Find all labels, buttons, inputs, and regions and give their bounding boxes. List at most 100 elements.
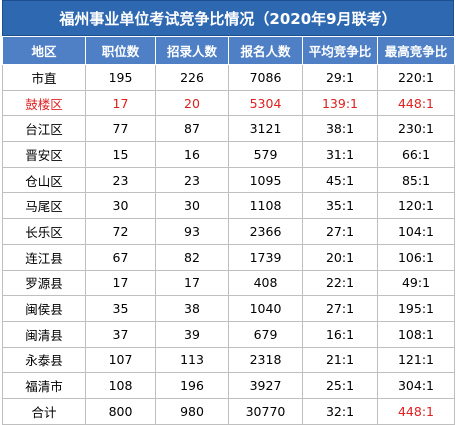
cell-region: 市直 <box>2 64 86 91</box>
cell-positions: 77 <box>85 115 156 143</box>
cell-max-ratio: 304:1 <box>377 372 455 399</box>
cell-positions: 17 <box>85 269 156 297</box>
table-row: 连江县 67 82 1739 20:1 106:1 <box>2 243 455 271</box>
cell-region: 仓山区 <box>2 166 86 194</box>
cell-max-ratio: 448:1 <box>377 397 455 425</box>
cell-avg-ratio: 35:1 <box>302 192 378 220</box>
cell-max-ratio: 104:1 <box>377 218 455 245</box>
cell-hires: 30 <box>155 192 229 220</box>
cell-positions: 23 <box>85 166 156 194</box>
cell-avg-ratio: 27:1 <box>302 295 378 322</box>
table-row: 市直 195 226 7086 29:1 220:1 <box>2 64 455 91</box>
cell-region: 晋安区 <box>2 141 86 168</box>
cell-max-ratio: 120:1 <box>377 192 455 220</box>
table-title: 福州事业单位考试竞争比情况（2020年9月联考） <box>2 0 454 36</box>
cell-region: 闽侯县 <box>2 295 86 322</box>
col-header-hires: 招录人数 <box>155 36 229 65</box>
cell-positions: 800 <box>85 397 156 425</box>
col-header-region: 地区 <box>2 36 86 65</box>
table-row: 永泰县 107 113 2318 21:1 121:1 <box>2 346 455 374</box>
col-header-avg-ratio: 平均竞争比 <box>302 36 378 65</box>
cell-positions: 35 <box>85 295 156 322</box>
col-header-max-ratio: 最高竞争比 <box>377 36 455 65</box>
cell-hires: 17 <box>155 269 229 297</box>
cell-region: 鼓楼区 <box>2 89 86 117</box>
cell-applicants: 3121 <box>228 115 303 143</box>
cell-positions: 17 <box>85 89 156 117</box>
table-row: 台江区 77 87 3121 38:1 230:1 <box>2 115 455 143</box>
table-row: 闽清县 37 39 679 16:1 108:1 <box>2 320 455 348</box>
cell-applicants: 1739 <box>228 243 303 271</box>
cell-region: 福清市 <box>2 372 86 399</box>
cell-max-ratio: 220:1 <box>377 64 455 91</box>
cell-applicants: 1040 <box>228 295 303 322</box>
cell-avg-ratio: 27:1 <box>302 218 378 245</box>
cell-applicants: 579 <box>228 141 303 168</box>
cell-applicants: 1108 <box>228 192 303 220</box>
cell-region: 马尾区 <box>2 192 86 220</box>
table-row: 仓山区 23 23 1095 45:1 85:1 <box>2 166 455 194</box>
table-row: 长乐区 72 93 2366 27:1 104:1 <box>2 218 455 245</box>
cell-positions: 67 <box>85 243 156 271</box>
cell-region: 台江区 <box>2 115 86 143</box>
cell-max-ratio: 49:1 <box>377 269 455 297</box>
total-row: 合计 800 980 30770 32:1 448:1 <box>2 397 455 425</box>
table-row: 福清市 108 196 3927 25:1 304:1 <box>2 372 455 399</box>
cell-avg-ratio: 139:1 <box>302 89 378 117</box>
cell-applicants: 679 <box>228 320 303 348</box>
cell-avg-ratio: 45:1 <box>302 166 378 194</box>
cell-applicants: 7086 <box>228 64 303 91</box>
cell-region: 罗源县 <box>2 269 86 297</box>
cell-hires: 196 <box>155 372 229 399</box>
cell-avg-ratio: 22:1 <box>302 269 378 297</box>
cell-avg-ratio: 20:1 <box>302 243 378 271</box>
cell-max-ratio: 121:1 <box>377 346 455 374</box>
cell-positions: 195 <box>85 64 156 91</box>
cell-applicants: 30770 <box>228 397 303 425</box>
cell-max-ratio: 448:1 <box>377 89 455 117</box>
cell-avg-ratio: 29:1 <box>302 64 378 91</box>
cell-hires: 20 <box>155 89 229 117</box>
col-header-positions: 职位数 <box>85 36 156 65</box>
cell-region: 合计 <box>2 397 86 425</box>
cell-hires: 82 <box>155 243 229 271</box>
cell-max-ratio: 66:1 <box>377 141 455 168</box>
cell-region: 闽清县 <box>2 320 86 348</box>
cell-positions: 15 <box>85 141 156 168</box>
cell-max-ratio: 195:1 <box>377 295 455 322</box>
cell-avg-ratio: 38:1 <box>302 115 378 143</box>
table-row: 闽侯县 35 38 1040 27:1 195:1 <box>2 295 455 322</box>
cell-avg-ratio: 32:1 <box>302 397 378 425</box>
cell-hires: 38 <box>155 295 229 322</box>
table-row: 晋安区 15 16 579 31:1 66:1 <box>2 141 455 168</box>
cell-positions: 107 <box>85 346 156 374</box>
cell-hires: 980 <box>155 397 229 425</box>
cell-hires: 16 <box>155 141 229 168</box>
cell-positions: 30 <box>85 192 156 220</box>
cell-max-ratio: 106:1 <box>377 243 455 271</box>
cell-positions: 37 <box>85 320 156 348</box>
cell-max-ratio: 230:1 <box>377 115 455 143</box>
cell-region: 连江县 <box>2 243 86 271</box>
cell-applicants: 408 <box>228 269 303 297</box>
cell-hires: 113 <box>155 346 229 374</box>
cell-applicants: 5304 <box>228 89 303 117</box>
cell-applicants: 2366 <box>228 218 303 245</box>
cell-region: 长乐区 <box>2 218 86 245</box>
cell-applicants: 3927 <box>228 372 303 399</box>
cell-hires: 93 <box>155 218 229 245</box>
cell-hires: 23 <box>155 166 229 194</box>
cell-avg-ratio: 16:1 <box>302 320 378 348</box>
table-body: 市直 195 226 7086 29:1 220:1 鼓楼区 17 20 5304 139:1 448… <box>2 64 455 425</box>
header-row: 地区 职位数 招录人数 报名人数 平均竞争比 最高竞争比 <box>2 36 455 65</box>
cell-applicants: 1095 <box>228 166 303 194</box>
cell-applicants: 2318 <box>228 346 303 374</box>
col-header-applicants: 报名人数 <box>228 36 303 65</box>
competition-table: 地区 职位数 招录人数 报名人数 平均竞争比 最高竞争比 市直 195 226 708… <box>2 36 455 425</box>
table-row: 马尾区 30 30 1108 35:1 120:1 <box>2 192 455 220</box>
cell-max-ratio: 108:1 <box>377 320 455 348</box>
cell-region: 永泰县 <box>2 346 86 374</box>
cell-avg-ratio: 25:1 <box>302 372 378 399</box>
cell-hires: 39 <box>155 320 229 348</box>
